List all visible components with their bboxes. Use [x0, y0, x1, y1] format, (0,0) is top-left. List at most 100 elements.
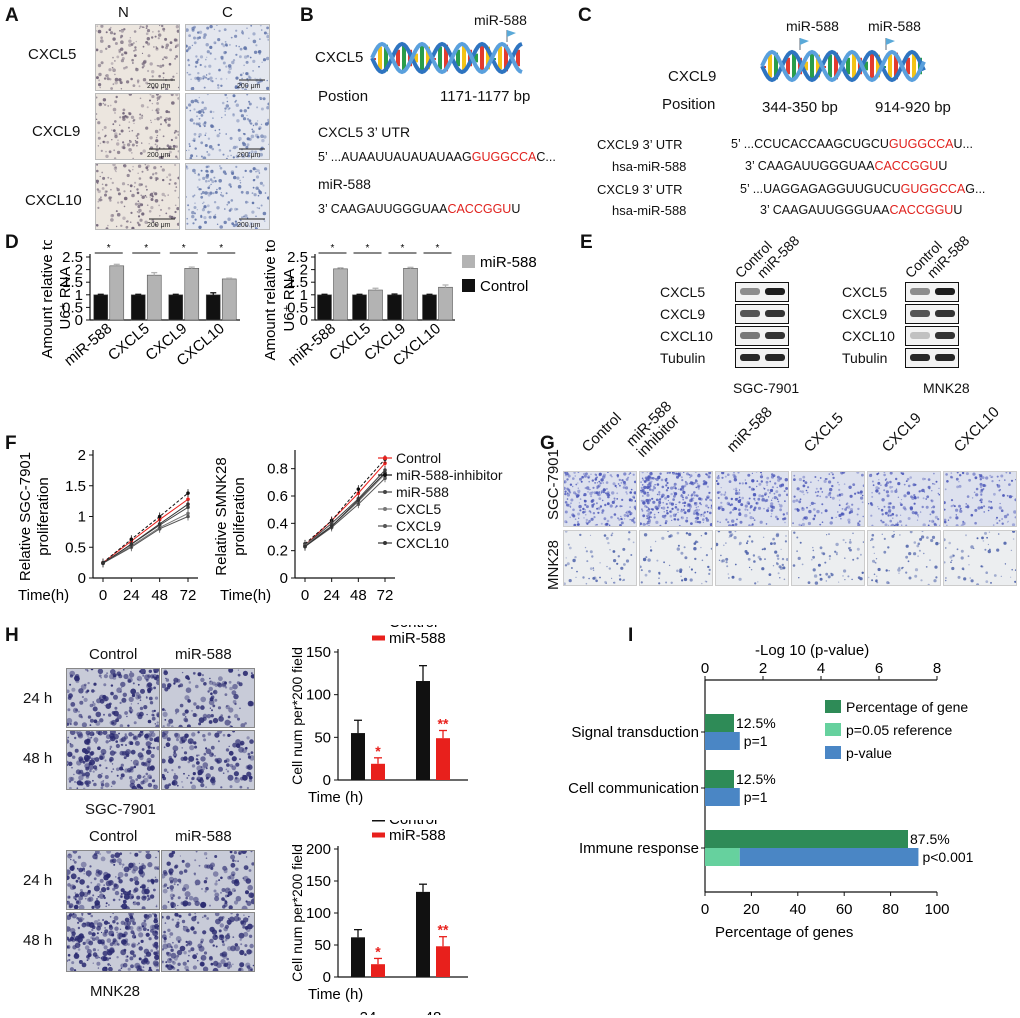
stained-cell: [620, 521, 624, 525]
stained-cell: [686, 472, 689, 476]
helix-base-pair: [396, 49, 400, 67]
stained-cell: [677, 511, 679, 513]
stained-cell: [149, 686, 153, 691]
stained-cell: [87, 913, 92, 915]
stained-cell: [229, 686, 233, 691]
stained-cell: [142, 876, 144, 878]
stained-cell: [100, 196, 102, 198]
chart-d-left: 00.511.522.5*miR-588*CXCL5*CXCL9*CXCL10A…: [39, 240, 240, 370]
stained-cell: [241, 851, 247, 854]
stained-cell: [153, 784, 155, 787]
stained-cell: [828, 480, 832, 484]
stained-cell: [200, 962, 205, 967]
stained-cell: [167, 117, 171, 121]
stained-cell: [162, 711, 168, 717]
stained-cell: [154, 118, 156, 121]
h-column-mir588-label: miR-588: [175, 828, 232, 845]
stained-cell: [179, 945, 186, 952]
stained-cell: [225, 748, 230, 752]
stained-cell: [987, 549, 991, 554]
stained-cell: [123, 66, 126, 70]
stained-cell: [201, 191, 205, 194]
stained-cell: [566, 498, 569, 500]
stained-cell: [203, 125, 206, 128]
stained-cell: [130, 152, 133, 154]
stained-cell: [108, 713, 112, 717]
stained-cell: [921, 488, 925, 493]
stained-cell: [87, 681, 90, 685]
stained-cell: [583, 499, 587, 503]
ihc-micrograph: 200 μm: [95, 93, 180, 160]
stained-cell: [126, 921, 132, 926]
stained-cell: [118, 78, 122, 82]
stained-cell: [238, 45, 240, 48]
legend-label: CXCL5: [396, 501, 441, 517]
stained-cell: [773, 542, 776, 545]
stained-cell: [225, 78, 228, 80]
transwell-image: [161, 912, 255, 972]
significance-mark: *: [401, 243, 405, 254]
stained-cell: [162, 758, 166, 764]
stained-cell: [114, 170, 117, 172]
stained-cell: [613, 513, 617, 516]
stained-cell: [723, 493, 726, 496]
stained-cell: [213, 215, 217, 219]
stained-cell: [118, 898, 121, 901]
stained-cell: [70, 859, 72, 861]
stained-cell: [205, 767, 208, 770]
stained-cell: [754, 582, 757, 585]
bar: [416, 681, 430, 780]
stained-cell: [747, 502, 751, 505]
stained-cell: [242, 132, 245, 135]
stained-cell: [891, 486, 894, 488]
stained-cell: [103, 103, 107, 106]
stained-cell: [220, 194, 222, 196]
stained-cell: [564, 492, 567, 496]
blot-cell-line-label: SGC-7901: [733, 380, 800, 396]
stained-cell: [129, 890, 132, 893]
x-category-label: CXCL5: [105, 320, 153, 364]
stained-cell: [763, 547, 766, 551]
stained-cell: [151, 709, 155, 713]
stained-cell: [672, 472, 674, 474]
stained-cell: [156, 964, 159, 966]
stained-cell: [219, 952, 224, 957]
stained-cell: [246, 114, 248, 117]
x-tick-label: 0: [301, 587, 309, 604]
stained-cell: [115, 171, 117, 173]
stained-cell: [996, 522, 999, 525]
stained-cell: [770, 542, 773, 545]
stained-cell: [123, 190, 126, 193]
stained-cell: [193, 36, 196, 40]
significance-mark: *: [375, 943, 381, 959]
stained-cell: [136, 925, 143, 932]
stained-cell: [793, 474, 796, 477]
stained-cell: [78, 775, 84, 781]
stained-cell: [922, 497, 925, 500]
stained-cell: [231, 888, 236, 893]
stained-cell: [870, 514, 873, 517]
stained-cell: [862, 484, 864, 487]
stained-cell: [955, 524, 959, 526]
stained-cell: [200, 141, 204, 145]
ihc-micrograph: 200 μm: [95, 163, 180, 230]
significance-mark: *: [436, 243, 440, 254]
stained-cell: [906, 491, 911, 495]
stained-cell: [891, 534, 895, 538]
stained-cell: [129, 37, 131, 39]
c-pos1-value: 344-350 bp: [762, 99, 838, 116]
stained-cell: [591, 479, 594, 482]
stained-cell: [728, 524, 732, 526]
stained-cell: [194, 172, 196, 174]
binding-site-flag: [800, 38, 809, 45]
stained-cell: [216, 206, 220, 210]
stained-cell: [764, 492, 768, 496]
stained-cell: [91, 932, 96, 937]
stained-cell: [151, 713, 155, 717]
stained-cell: [794, 508, 797, 511]
stained-cell: [749, 505, 753, 508]
stained-cell: [582, 507, 585, 511]
stained-cell: [189, 745, 195, 751]
stained-cell: [604, 503, 607, 507]
stained-cell: [232, 94, 236, 98]
